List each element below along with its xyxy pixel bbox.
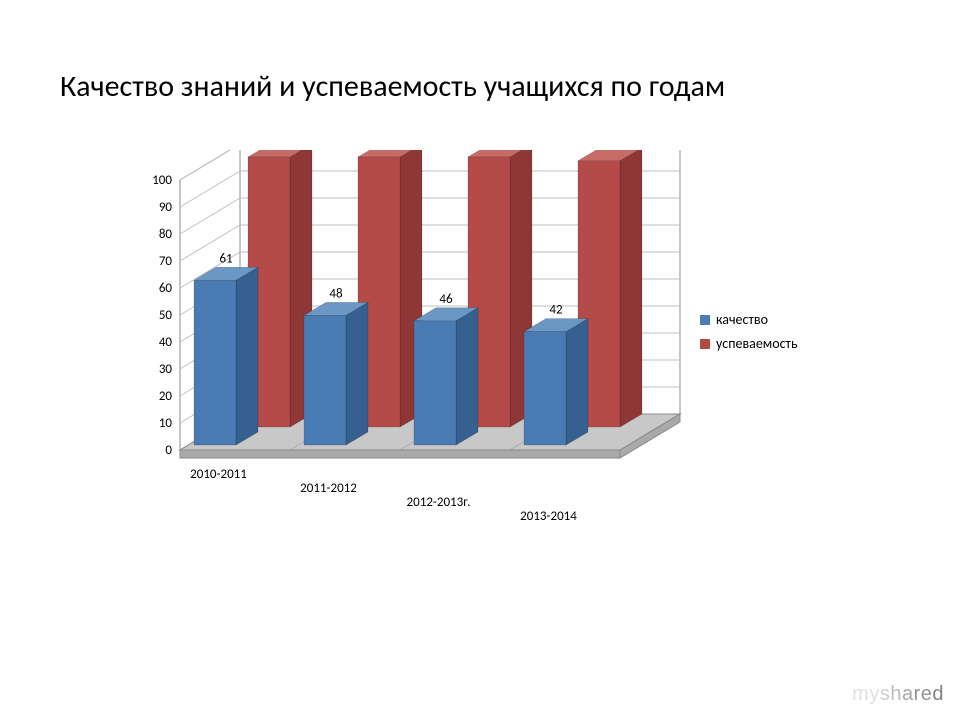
slide: Качество знаний и успеваемость учащихся … bbox=[0, 0, 960, 720]
svg-text:10: 10 bbox=[159, 416, 173, 431]
svg-text:90: 90 bbox=[159, 200, 173, 215]
svg-text:2013-2014: 2013-2014 bbox=[520, 509, 577, 524]
legend-swatch bbox=[700, 339, 710, 349]
chart-title: Качество знаний и успеваемость учащихся … bbox=[60, 68, 725, 105]
svg-text:30: 30 bbox=[159, 362, 173, 377]
watermark: myshared bbox=[852, 683, 944, 706]
svg-text:46: 46 bbox=[439, 292, 453, 307]
svg-text:42: 42 bbox=[549, 303, 563, 318]
legend-label: качество bbox=[716, 310, 768, 330]
svg-text:50: 50 bbox=[159, 308, 173, 323]
svg-text:60: 60 bbox=[159, 281, 173, 296]
svg-text:2011-2012: 2011-2012 bbox=[300, 481, 357, 496]
svg-text:70: 70 bbox=[159, 254, 173, 269]
legend-item: качество bbox=[700, 310, 798, 330]
legend-label: успеваемость bbox=[716, 334, 798, 354]
svg-text:80: 80 bbox=[159, 227, 173, 242]
svg-text:100: 100 bbox=[152, 173, 172, 188]
svg-text:2012-2013г.: 2012-2013г. bbox=[407, 495, 471, 510]
svg-text:20: 20 bbox=[159, 389, 173, 404]
legend: качество успеваемость bbox=[700, 310, 798, 358]
svg-text:2010-2011: 2010-2011 bbox=[190, 467, 247, 482]
svg-text:48: 48 bbox=[329, 286, 343, 301]
legend-item: успеваемость bbox=[700, 334, 798, 354]
legend-swatch bbox=[700, 315, 710, 325]
svg-text:40: 40 bbox=[159, 335, 173, 350]
svg-text:0: 0 bbox=[165, 443, 172, 458]
svg-text:61: 61 bbox=[219, 251, 232, 266]
